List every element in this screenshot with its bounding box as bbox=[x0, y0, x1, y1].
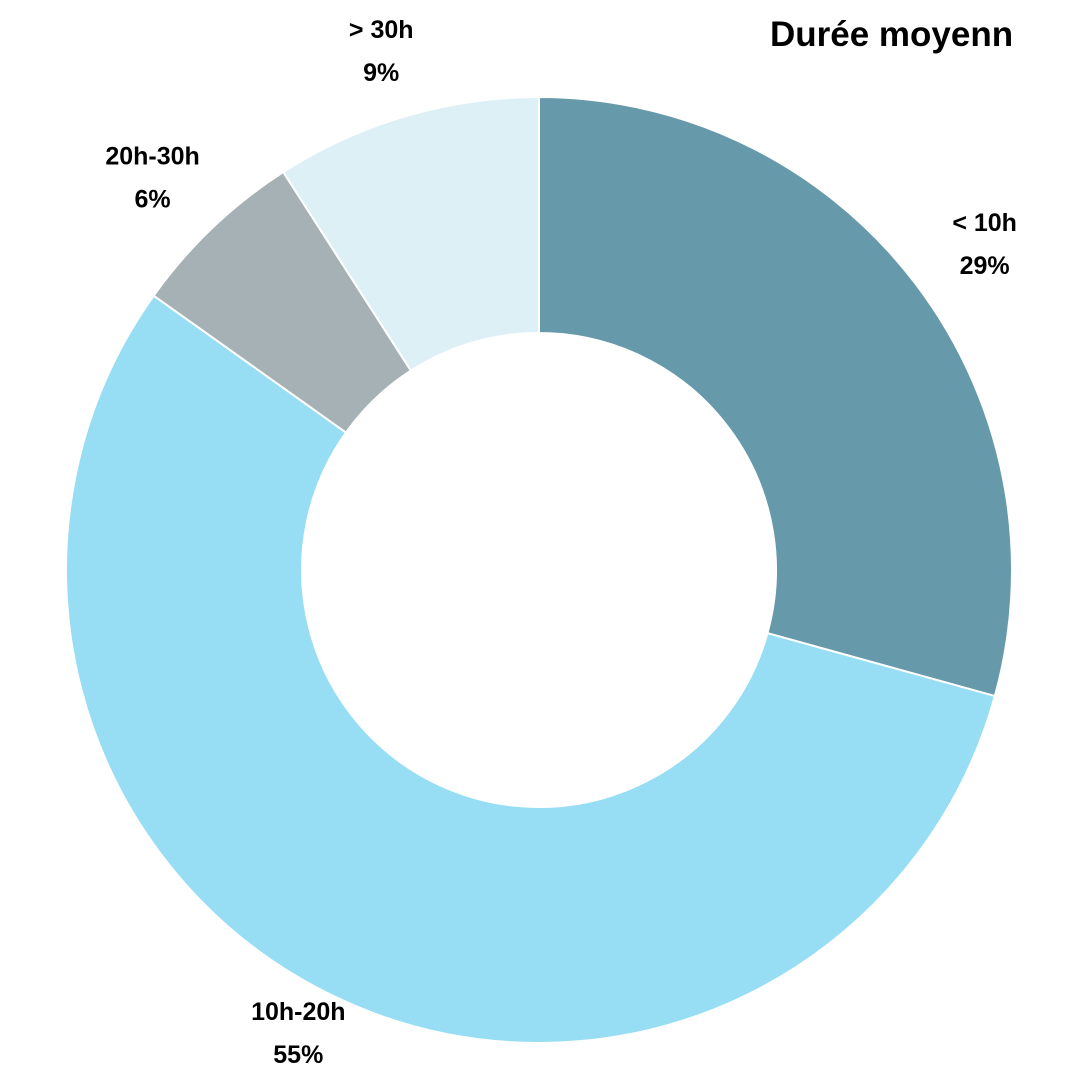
slice-category-label: 10h-20h bbox=[251, 998, 345, 1026]
slice-value-label: 55% bbox=[273, 1041, 323, 1069]
donut-slice bbox=[65, 294, 997, 1044]
slice-category-label: > 30h bbox=[349, 16, 414, 44]
slice-category-label: < 10h bbox=[952, 209, 1017, 237]
chart-title: Durée moyenn bbox=[770, 15, 1013, 54]
slice-value-label: 29% bbox=[960, 252, 1010, 280]
donut-slice bbox=[281, 95, 540, 373]
slice-value-label: 9% bbox=[363, 59, 399, 87]
donut-slice bbox=[538, 95, 1013, 698]
slice-value-label: 6% bbox=[134, 186, 170, 214]
slice-category-label: 20h-30h bbox=[105, 143, 199, 171]
